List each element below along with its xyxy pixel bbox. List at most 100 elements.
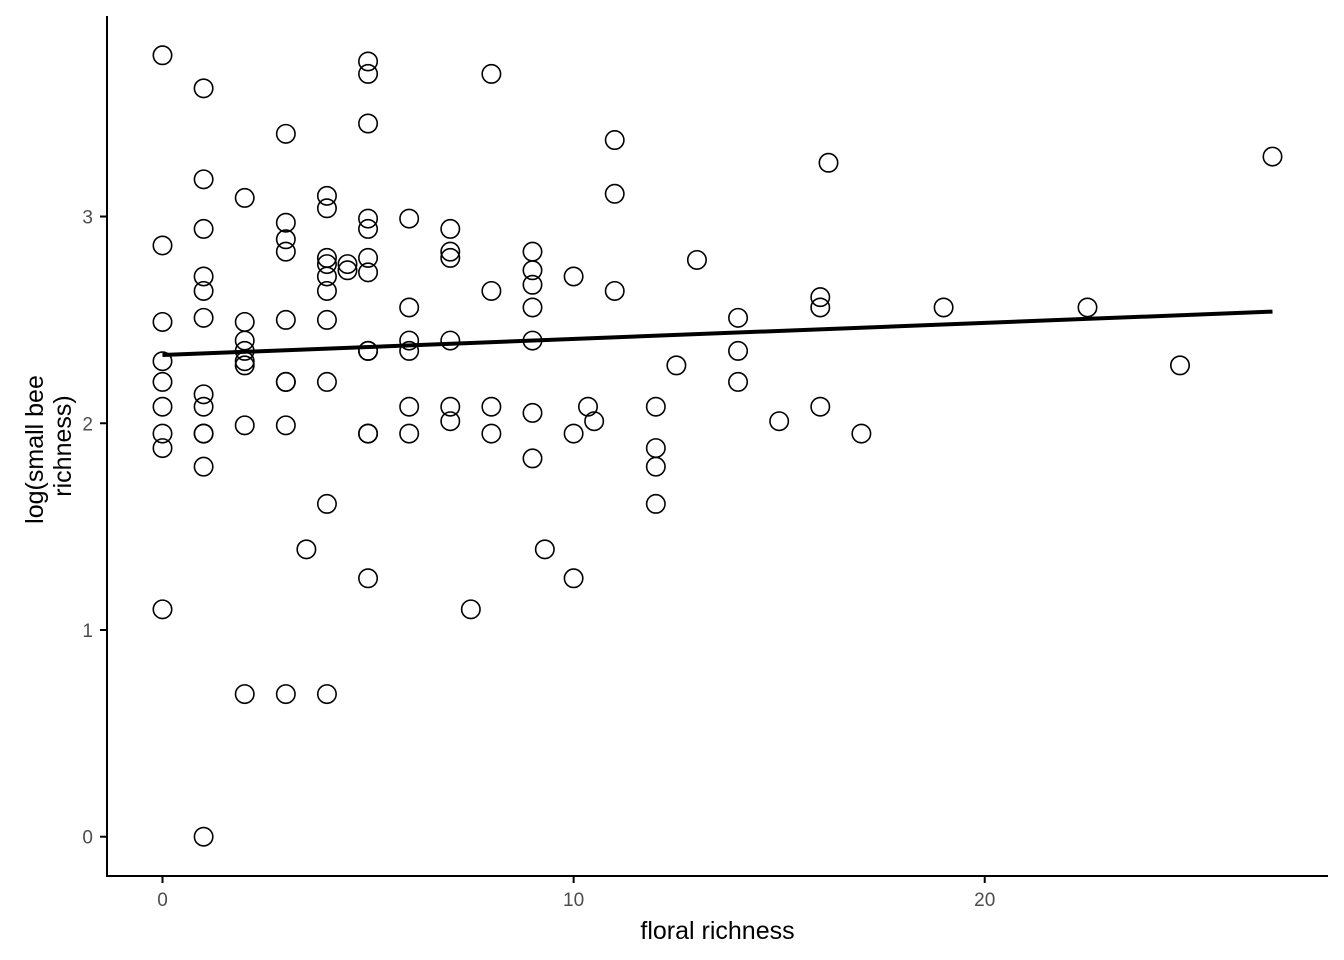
data-point [316,371,337,392]
data-point [275,309,296,330]
data-point [522,297,543,318]
data-point [193,266,214,287]
data-point [810,396,831,417]
data-point [296,539,317,560]
data-point [275,371,296,392]
y-axis-title-line-2: richness) [49,395,77,496]
data-point [316,280,337,301]
data-point [728,307,749,328]
data-point [152,599,173,620]
data-point [193,280,214,301]
data-point [577,396,598,417]
data-point [152,396,173,417]
data-point [522,448,543,469]
data-point [933,297,954,318]
data-point [316,493,337,514]
data-point [851,423,872,444]
data-point [234,187,255,208]
data-point [534,539,555,560]
data-point [275,123,296,144]
data-point [234,330,255,351]
data-point [275,229,296,250]
data-point [522,274,543,295]
data-point [440,396,461,417]
data-point [358,51,379,72]
data-point [584,411,605,432]
data-point [460,599,481,620]
data-point [522,402,543,423]
data-point [337,260,358,281]
y-tick-label: 3 [82,208,93,229]
y-ticks: 0 1 2 3 [82,208,107,849]
y-axis-title: log(small bee richness) [21,368,77,524]
data-point [316,185,337,206]
data-point [193,396,214,417]
data-point [275,212,296,233]
x-tick-label: 0 [157,890,168,911]
data-point [234,355,255,376]
data-point [193,456,214,477]
data-point [275,415,296,436]
data-point [399,208,420,229]
data-point [481,423,502,444]
data-point [152,311,173,332]
data-point [275,241,296,262]
data-point [604,130,625,151]
data-point [152,423,173,444]
data-point [645,396,666,417]
data-point [316,309,337,330]
data-point [152,371,173,392]
x-tick-label: 10 [563,890,584,911]
data-point [358,247,379,268]
data-point [152,438,173,459]
data-point [193,423,214,444]
data-point [686,249,707,270]
data-point [193,307,214,328]
data-point [440,411,461,432]
data-point [481,396,502,417]
data-point [666,355,687,376]
data-point [234,351,255,372]
y-tick-label: 1 [82,621,93,642]
data-point [818,152,839,173]
data-point [522,260,543,281]
data-point [481,63,502,84]
x-axis-title: floral richness [640,917,794,945]
data-point [563,266,584,287]
data-point [193,826,214,847]
data-point [193,78,214,99]
data-point [604,280,625,301]
x-ticks: 0 10 20 [157,876,995,911]
data-point [481,280,502,301]
data-point [358,113,379,134]
data-point [152,235,173,256]
data-point [358,423,379,444]
data-point [337,254,358,275]
x-tick-label: 20 [974,890,995,911]
trend-line-layer [162,309,1273,358]
data-point [316,254,337,275]
data-point [275,684,296,705]
data-point [440,330,461,351]
data-point [563,423,584,444]
data-point [769,411,790,432]
data-point [358,568,379,589]
data-point [358,218,379,239]
data-point [358,340,379,361]
data-point [604,183,625,204]
data-point [316,266,337,287]
data-point [193,169,214,190]
data-point [645,438,666,459]
data-point [645,493,666,514]
data-point [316,684,337,705]
data-point [728,340,749,361]
data-point [358,262,379,283]
y-tick-label: 2 [82,414,93,435]
data-point [234,415,255,436]
data-point [645,456,666,477]
data-point [399,423,420,444]
data-point [440,218,461,239]
data-point [1077,297,1098,318]
data-point [1262,146,1283,167]
